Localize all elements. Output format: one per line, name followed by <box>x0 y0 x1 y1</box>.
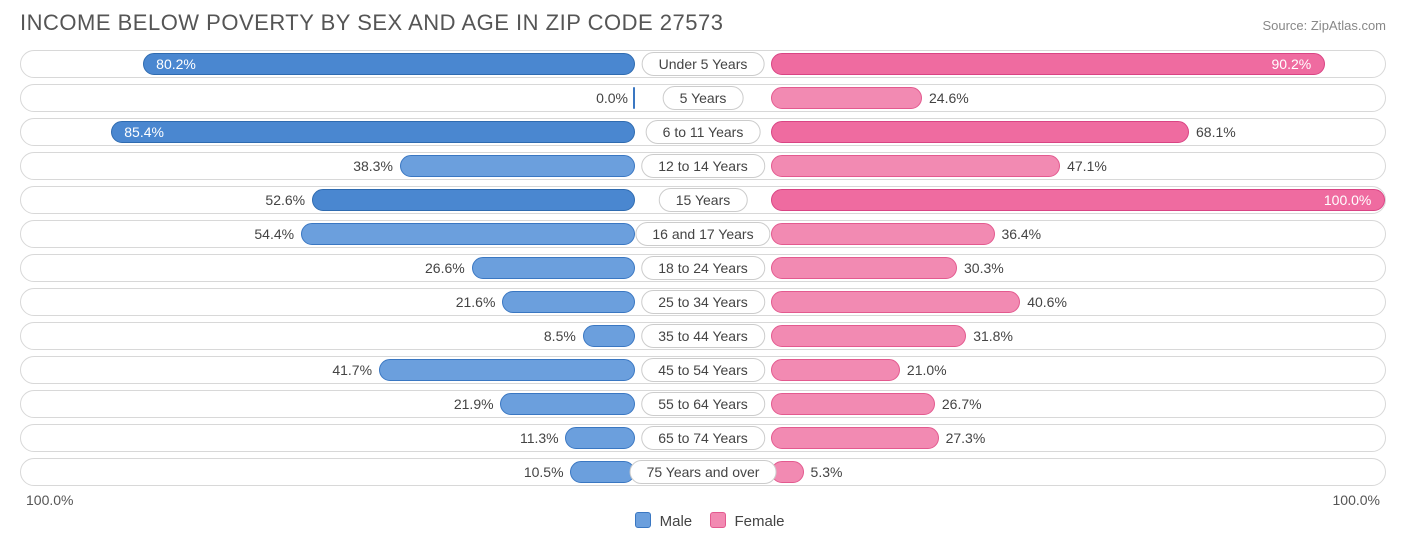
chart-header: INCOME BELOW POVERTY BY SEX AND AGE IN Z… <box>20 10 1386 36</box>
legend-label-male: Male <box>660 513 693 530</box>
category-label: 6 to 11 Years <box>646 120 761 144</box>
female-bar <box>771 325 966 347</box>
chart-row: 26.6% 30.3% 18 to 24 Years <box>20 254 1386 282</box>
diverging-bar-chart: 80.2% 90.2% Under 5 Years 0.0% 24.6% 5 Years 8… <box>20 50 1386 486</box>
category-label: 55 to 64 Years <box>641 392 765 416</box>
female-value: 36.4% <box>1001 221 1041 247</box>
male-bar <box>312 189 635 211</box>
legend-label-female: Female <box>735 513 785 530</box>
female-value: 47.1% <box>1067 153 1107 179</box>
category-label: 12 to 14 Years <box>641 154 765 178</box>
female-value: 27.3% <box>946 425 986 451</box>
male-bar <box>565 427 634 449</box>
female-bar <box>771 427 939 449</box>
male-bar <box>583 325 635 347</box>
male-bar <box>502 291 635 313</box>
chart-row: 0.0% 24.6% 5 Years <box>20 84 1386 112</box>
male-value: 85.4% <box>124 119 164 145</box>
male-bar <box>111 121 635 143</box>
female-value: 30.3% <box>964 255 1004 281</box>
chart-source: Source: ZipAtlas.com <box>1262 18 1386 33</box>
category-label: 45 to 54 Years <box>641 358 765 382</box>
chart-title: INCOME BELOW POVERTY BY SEX AND AGE IN Z… <box>20 10 723 36</box>
chart-row: 54.4% 36.4% 16 and 17 Years <box>20 220 1386 248</box>
category-label: 16 and 17 Years <box>635 222 770 246</box>
male-value: 26.6% <box>425 255 465 281</box>
category-label: 15 Years <box>659 188 748 212</box>
chart-row: 41.7% 21.0% 45 to 54 Years <box>20 356 1386 384</box>
legend-swatch-female <box>710 512 726 528</box>
category-label: 75 Years and over <box>630 460 777 484</box>
chart-row: 38.3% 47.1% 12 to 14 Years <box>20 152 1386 180</box>
female-value: 5.3% <box>811 459 843 485</box>
chart-row: 21.6% 40.6% 25 to 34 Years <box>20 288 1386 316</box>
female-value: 24.6% <box>929 85 969 111</box>
male-value: 80.2% <box>156 51 196 77</box>
female-value: 90.2% <box>1272 51 1312 77</box>
chart-row: 21.9% 26.7% 55 to 64 Years <box>20 390 1386 418</box>
male-value: 54.4% <box>254 221 294 247</box>
male-bar <box>570 461 634 483</box>
female-bar <box>771 53 1325 75</box>
legend: Male Female <box>20 512 1386 530</box>
male-value: 52.6% <box>265 187 305 213</box>
category-label: 18 to 24 Years <box>641 256 765 280</box>
male-bar <box>143 53 635 75</box>
male-bar <box>400 155 635 177</box>
male-value: 10.5% <box>524 459 564 485</box>
category-label: 35 to 44 Years <box>641 324 765 348</box>
axis-right-label: 100.0% <box>1333 492 1380 508</box>
female-bar <box>771 393 935 415</box>
female-bar <box>771 189 1385 211</box>
x-axis: 100.0% 100.0% <box>20 492 1386 508</box>
female-bar <box>771 121 1189 143</box>
chart-row: 8.5% 31.8% 35 to 44 Years <box>20 322 1386 350</box>
female-value: 26.7% <box>942 391 982 417</box>
female-bar <box>771 291 1020 313</box>
male-bar <box>472 257 635 279</box>
axis-left-label: 100.0% <box>26 492 73 508</box>
chart-row: 52.6% 100.0% 15 Years <box>20 186 1386 214</box>
male-value: 11.3% <box>520 425 559 451</box>
male-value: 41.7% <box>332 357 372 383</box>
category-label: Under 5 Years <box>642 52 765 76</box>
category-label: 25 to 34 Years <box>641 290 765 314</box>
male-value: 0.0% <box>596 85 628 111</box>
male-bar <box>500 393 634 415</box>
female-value: 100.0% <box>1324 187 1371 213</box>
female-bar <box>771 359 900 381</box>
male-bar <box>301 223 635 245</box>
chart-row: 10.5% 5.3% 75 Years and over <box>20 458 1386 486</box>
female-bar <box>771 87 922 109</box>
legend-swatch-male <box>635 512 651 528</box>
male-value: 21.6% <box>456 289 496 315</box>
female-value: 21.0% <box>907 357 947 383</box>
male-value: 38.3% <box>353 153 393 179</box>
female-bar <box>771 223 994 245</box>
chart-row: 85.4% 68.1% 6 to 11 Years <box>20 118 1386 146</box>
male-value: 21.9% <box>454 391 494 417</box>
category-label: 65 to 74 Years <box>641 426 765 450</box>
male-value: 8.5% <box>544 323 576 349</box>
male-bar <box>633 87 635 109</box>
female-value: 68.1% <box>1196 119 1236 145</box>
female-value: 40.6% <box>1027 289 1067 315</box>
chart-row: 80.2% 90.2% Under 5 Years <box>20 50 1386 78</box>
chart-row: 11.3% 27.3% 65 to 74 Years <box>20 424 1386 452</box>
category-label: 5 Years <box>663 86 744 110</box>
female-value: 31.8% <box>973 323 1013 349</box>
female-bar <box>771 155 1060 177</box>
female-bar <box>771 257 957 279</box>
male-bar <box>379 359 635 381</box>
